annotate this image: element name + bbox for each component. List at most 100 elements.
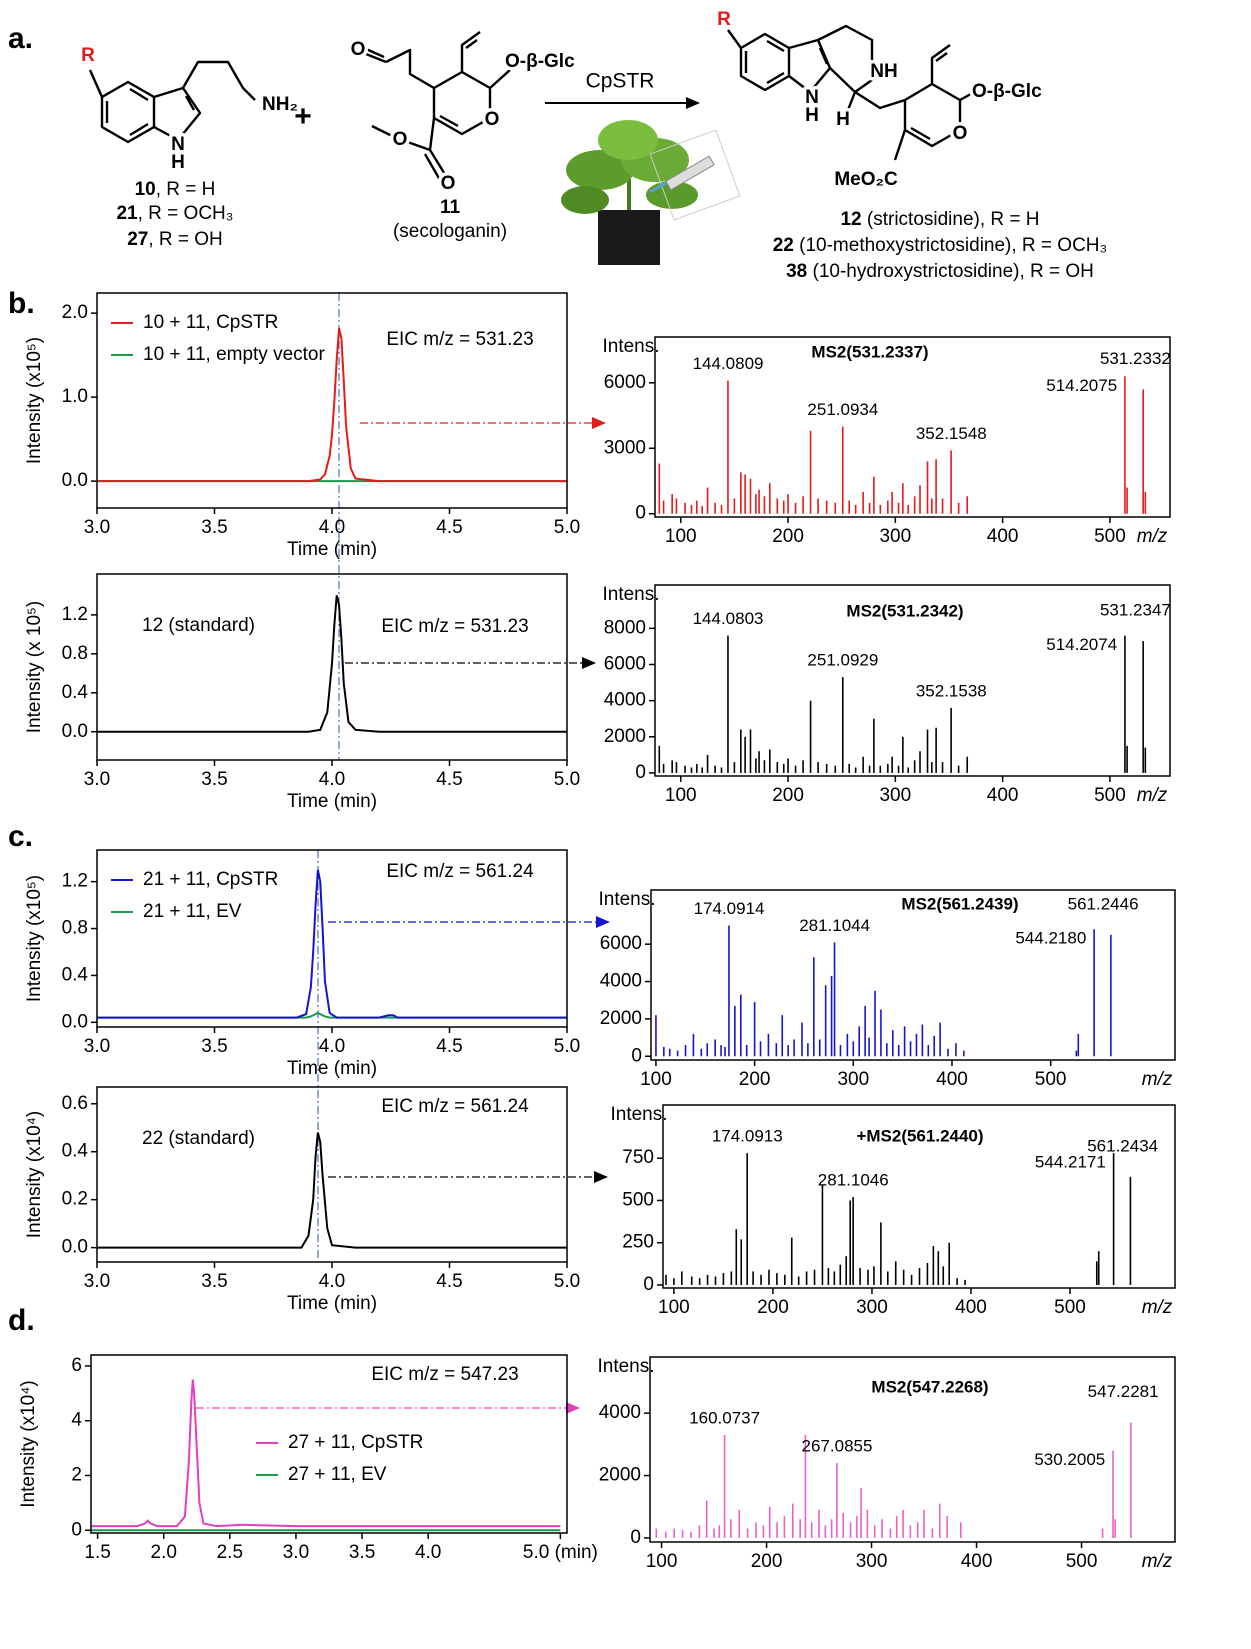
x-tick-label: 2.0 [151,1542,177,1563]
x-tick-label: 500 [1094,785,1126,806]
x-axis-label: Time (min) [287,1293,377,1314]
y-tick-label: 4000 [600,971,642,992]
x-tick-label: 400 [955,1297,987,1318]
mass-spectrum: 100 200 300 400 500 0 2000 4000 6000 8000 144.0803… [602,584,1170,806]
x-tick-label: 2.5 [217,1542,243,1563]
arrowhead [594,1171,608,1183]
plot-frame [96,1086,568,1263]
peak-label: 174.0914 [694,899,765,918]
x-tick-label: 5.0 [554,1271,580,1292]
strictosidine-structure: R NH N H H O-β-Glc O MeO₂C 12 (strictosi… [714,6,1108,283]
chromatogram: 3.0 3.5 4.0 4.5 5.0 0.0 0.2 0.4 0.6 22 (standard)… [24,1086,580,1314]
x-tick-label: 4.0 [415,1542,441,1563]
x-tick-label: 3.0 [84,1036,110,1057]
atom-label: N [171,134,185,155]
y-tick-label: 1.0 [62,386,88,407]
x-tick-label: 400 [936,1069,968,1090]
arrowhead [596,916,610,928]
peak-label: 531.2332 [1100,349,1171,368]
x-tick-label: 100 [640,1069,672,1090]
trace [97,869,567,1019]
y-tick-label: 0 [635,762,646,783]
x-tick-label: 500 [1094,526,1126,547]
peak-label: 160.0737 [689,1408,760,1427]
plot-frame [96,292,568,509]
x-tick-label: 3.5 [201,1271,227,1292]
y-tick-label: 0.4 [62,682,89,703]
peak-label: 544.2180 [1015,929,1086,948]
x-tick-label: 3.0 [283,1542,309,1563]
peak-label: 144.0809 [693,354,764,373]
x-tick-label: 4.0 [319,1036,345,1057]
y-tick-label: 2000 [600,1008,642,1029]
plot-frame [662,1104,1176,1289]
y-tick-label: 3000 [604,437,646,458]
x-tick-label: 3.0 [84,517,110,538]
panel-label: c. [8,820,33,853]
y-axis-label: Intens. [610,1104,667,1125]
peak-label: 531.2347 [1100,601,1171,620]
x-tick-label: 100 [658,1297,690,1318]
y-axis-label: Intens. [598,889,655,910]
x-tick-label: 5.0 [554,769,580,790]
x-tick-label: 400 [987,526,1019,547]
y-axis-label: Intensity (x10⁴) [24,1111,45,1239]
y-axis-label: Intensity (x10⁵) [24,875,45,1002]
peak-label: 561.2446 [1068,894,1139,913]
y-tick-label: 1.2 [62,871,88,892]
peak-label: 267.0855 [802,1437,873,1456]
compound-label: 21, R = OCH₃ [116,203,233,224]
x-axis-label: m/z [1142,1551,1173,1572]
x-tick-label: 200 [751,1551,783,1572]
y-tick-label: 0 [643,1274,654,1295]
chart-title: MS2(531.2342) [846,601,963,620]
panel-label: b. [8,287,35,320]
y-tick-label: 8000 [604,617,646,638]
plot-frame [90,1354,568,1534]
mass-spectrum: 100 200 300 400 500 0 2000 4000 160.0737 267.0855… [597,1356,1176,1572]
x-tick-label: 1.5 [84,1542,110,1563]
enzyme-label: CpSTR [586,70,655,93]
compound-label: 10, R = H [135,179,216,200]
chart-title: MS2(561.2439) [901,894,1018,913]
y-tick-label: 0.0 [62,470,88,491]
y-tick-label: 0 [635,503,646,524]
x-tick-label: 200 [757,1297,789,1318]
y-tick-label: 2000 [599,1465,641,1486]
bond [88,60,256,144]
x-tick-label: 300 [879,785,911,806]
plant-illustration [561,120,741,265]
peak-label: 144.0803 [693,609,764,628]
atom-label: O [393,129,408,150]
x-tick-label: 4.0 [319,1271,345,1292]
compound-label: 38 (10-hydroxystrictosidine), R = OH [786,261,1094,282]
arrowhead [592,417,606,429]
plot-frame [650,889,1176,1061]
peak-label: 547.2281 [1088,1382,1159,1401]
y-tick-label: 1.2 [62,604,88,625]
chart-title: EIC m/z = 561.24 [386,861,534,882]
x-tick-label: 3.5 [349,1542,375,1563]
x-tick-label: 300 [879,526,911,547]
legend-label: 10 + 11, empty vector [143,344,325,365]
atom-label: O [485,109,500,130]
atom-label: N [805,87,819,108]
atom-label: O [441,173,456,194]
y-tick-label: 4 [71,1410,82,1431]
peak-label: 561.2434 [1087,1136,1158,1155]
y-tick-label: 0 [630,1527,641,1548]
legend-label: 27 + 11, EV [288,1464,387,1485]
y-tick-label: 0 [71,1519,82,1540]
atom-label: R [717,9,731,30]
atom-label: H [805,105,819,126]
peak-label: 530.2005 [1034,1450,1105,1469]
plot-frame [654,584,1171,777]
atom-label: O-β-Glc [505,51,575,72]
y-tick-label: 2000 [604,726,646,747]
annotation: 22 (standard) [142,1128,255,1149]
x-axis-label: m/z [1142,1069,1173,1090]
chart-title: EIC m/z = 561.24 [381,1096,529,1117]
y-tick-label: 2 [71,1465,82,1486]
x-tick-label: 4.0 [319,769,345,790]
legend-label: 10 + 11, CpSTR [143,312,278,333]
